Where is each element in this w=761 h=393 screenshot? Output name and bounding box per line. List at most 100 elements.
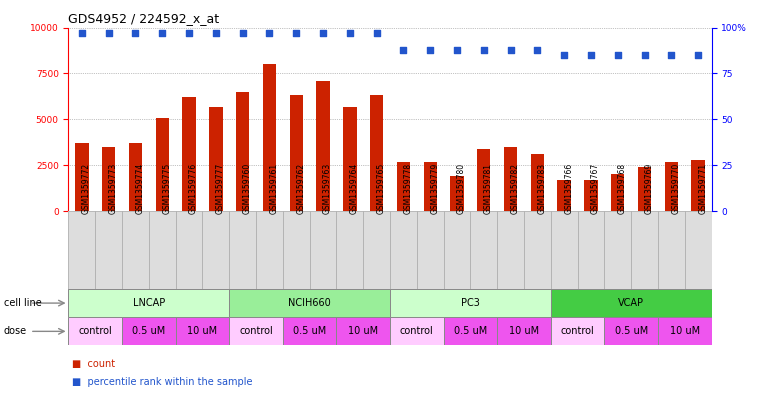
Bar xyxy=(363,211,390,289)
Bar xyxy=(149,211,176,289)
Bar xyxy=(68,317,122,345)
Bar xyxy=(658,317,712,345)
Point xyxy=(638,52,651,58)
Bar xyxy=(424,162,437,211)
Text: GSM1359761: GSM1359761 xyxy=(269,162,279,213)
Text: GSM1359772: GSM1359772 xyxy=(82,162,91,213)
Text: GSM1359781: GSM1359781 xyxy=(484,163,493,213)
Bar xyxy=(122,317,176,345)
Text: control: control xyxy=(400,326,434,336)
Point xyxy=(344,30,356,36)
Point xyxy=(210,30,222,36)
Text: 10 uM: 10 uM xyxy=(348,326,378,336)
Bar xyxy=(68,211,95,289)
Text: GDS4952 / 224592_x_at: GDS4952 / 224592_x_at xyxy=(68,12,220,25)
Bar xyxy=(658,211,685,289)
Bar xyxy=(504,147,517,211)
Bar xyxy=(551,317,604,345)
Point xyxy=(451,46,463,53)
Text: GSM1359776: GSM1359776 xyxy=(189,162,198,213)
Point xyxy=(665,52,677,58)
Bar xyxy=(551,211,578,289)
Text: GSM1359780: GSM1359780 xyxy=(457,162,466,213)
Bar xyxy=(209,107,222,211)
Point xyxy=(183,30,195,36)
Bar xyxy=(122,211,149,289)
Bar xyxy=(604,211,631,289)
Bar xyxy=(611,174,625,211)
Point xyxy=(478,46,490,53)
Text: GSM1359760: GSM1359760 xyxy=(243,162,252,213)
Text: GSM1359783: GSM1359783 xyxy=(537,162,546,213)
Bar xyxy=(664,162,678,211)
Point xyxy=(371,30,383,36)
Bar xyxy=(497,211,524,289)
Text: GSM1359766: GSM1359766 xyxy=(564,162,573,213)
Text: GSM1359774: GSM1359774 xyxy=(135,162,145,213)
Bar xyxy=(638,167,651,211)
Text: GSM1359769: GSM1359769 xyxy=(645,162,654,213)
Text: GSM1359770: GSM1359770 xyxy=(671,162,680,213)
Text: cell line: cell line xyxy=(4,298,42,308)
Text: GSM1359778: GSM1359778 xyxy=(403,162,412,213)
Point xyxy=(558,52,570,58)
Text: GSM1359763: GSM1359763 xyxy=(323,162,332,213)
Point xyxy=(612,52,624,58)
Bar xyxy=(176,317,229,345)
Point xyxy=(290,30,302,36)
Bar xyxy=(417,211,444,289)
Point xyxy=(317,30,329,36)
Text: 10 uM: 10 uM xyxy=(670,326,700,336)
Text: ■  percentile rank within the sample: ■ percentile rank within the sample xyxy=(72,377,253,387)
Bar xyxy=(263,64,276,211)
Bar xyxy=(578,211,604,289)
Point xyxy=(424,46,436,53)
Text: control: control xyxy=(561,326,594,336)
Text: GSM1359775: GSM1359775 xyxy=(162,162,171,213)
Text: ■  count: ■ count xyxy=(72,359,116,369)
Bar xyxy=(558,180,571,211)
Bar xyxy=(497,317,551,345)
Text: GSM1359771: GSM1359771 xyxy=(698,162,707,213)
Text: GSM1359765: GSM1359765 xyxy=(377,162,386,213)
Bar xyxy=(129,143,142,211)
Bar xyxy=(75,143,88,211)
Bar xyxy=(310,211,336,289)
Point xyxy=(156,30,168,36)
Point xyxy=(505,46,517,53)
Bar xyxy=(183,97,196,211)
Bar xyxy=(470,211,497,289)
Bar xyxy=(336,317,390,345)
Point xyxy=(263,30,275,36)
Text: 10 uM: 10 uM xyxy=(187,326,218,336)
Bar xyxy=(229,211,256,289)
Bar xyxy=(155,118,169,211)
Bar xyxy=(451,176,463,211)
Bar xyxy=(604,317,658,345)
Point xyxy=(585,52,597,58)
Text: NCIH660: NCIH660 xyxy=(288,298,331,308)
Bar xyxy=(176,211,202,289)
Bar xyxy=(524,211,551,289)
Text: 0.5 uM: 0.5 uM xyxy=(293,326,326,336)
Bar xyxy=(336,211,363,289)
Text: 0.5 uM: 0.5 uM xyxy=(454,326,487,336)
Bar xyxy=(283,317,336,345)
Text: GSM1359762: GSM1359762 xyxy=(296,162,305,213)
Bar xyxy=(631,211,658,289)
Point xyxy=(531,46,543,53)
Bar xyxy=(343,107,356,211)
Bar xyxy=(477,149,491,211)
Bar xyxy=(390,211,417,289)
Bar xyxy=(95,211,122,289)
Text: LNCAP: LNCAP xyxy=(132,298,165,308)
Bar xyxy=(396,162,410,211)
Text: PC3: PC3 xyxy=(461,298,480,308)
Bar xyxy=(202,211,229,289)
Text: GSM1359764: GSM1359764 xyxy=(350,162,359,213)
Text: control: control xyxy=(239,326,273,336)
Bar xyxy=(551,289,712,317)
Point xyxy=(692,52,704,58)
Text: 0.5 uM: 0.5 uM xyxy=(132,326,165,336)
Bar xyxy=(370,95,384,211)
